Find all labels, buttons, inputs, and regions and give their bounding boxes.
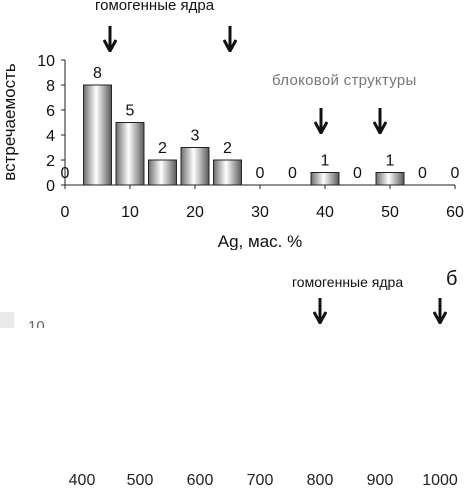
histogram-bar bbox=[310, 172, 340, 186]
arrow-down-icon bbox=[223, 26, 237, 52]
y-tick-label: 6 bbox=[46, 103, 55, 120]
x-tick-label: 40 bbox=[316, 204, 334, 221]
y-tick-label: 2 bbox=[46, 153, 55, 170]
x-tick-label: 60 bbox=[446, 204, 464, 221]
bar-value-label: 1 bbox=[386, 153, 395, 170]
x-tick-label: 30 bbox=[251, 204, 269, 221]
bar-value-label: 0 bbox=[451, 165, 460, 182]
y-tick-label: 0 bbox=[46, 178, 55, 195]
histogram-bar bbox=[375, 172, 405, 186]
panel-b-x-tick: 1000 bbox=[422, 472, 458, 489]
bar-value-label: 0 bbox=[353, 165, 362, 182]
panel-b-x-tick: 400 bbox=[68, 472, 96, 489]
panel-b-x-tick: 500 bbox=[126, 472, 154, 489]
bar-value-label: 0 bbox=[418, 165, 427, 182]
y-tick-label: 10 bbox=[37, 53, 55, 70]
arrow-down-icon bbox=[433, 298, 447, 324]
panel-b-x-tick: 900 bbox=[366, 472, 394, 489]
panel-b-y-tick-partial: 10 bbox=[28, 318, 45, 328]
bar-value-labels: 0 8 5 2 3 2 0 0 1 0 1 0 0 bbox=[61, 65, 460, 182]
panel-b-x-tick-labels: 400 500 600 700 800 900 1000 bbox=[0, 472, 465, 494]
y-tick-label: 4 bbox=[46, 128, 55, 145]
y-axis-label: встречаемость bbox=[0, 63, 19, 181]
x-tick-label: 20 bbox=[186, 204, 204, 221]
histogram-bar bbox=[180, 147, 210, 186]
x-tick-labels: 0 10 20 30 40 50 60 bbox=[61, 204, 464, 221]
histogram-bar bbox=[148, 159, 177, 186]
bar-value-label: 1 bbox=[321, 153, 330, 170]
bar-value-label: 0 bbox=[61, 165, 70, 182]
arrow-down-icon bbox=[373, 108, 387, 134]
histogram-bar bbox=[83, 84, 112, 186]
panel-b-x-tick: 700 bbox=[246, 472, 274, 489]
histogram-bar bbox=[213, 159, 242, 186]
bar-value-label: 3 bbox=[191, 128, 200, 145]
panel-b-marker bbox=[0, 312, 14, 328]
x-axis-label: Ag, мас. % bbox=[218, 232, 302, 250]
arrow-down-icon bbox=[313, 298, 327, 324]
bar-value-label: 8 bbox=[93, 65, 102, 82]
bar-value-label: 0 bbox=[256, 165, 265, 182]
x-tick-label: 0 bbox=[61, 204, 70, 221]
panel-b-x-tick: 800 bbox=[306, 472, 334, 489]
y-tick-labels: 0 2 4 6 8 10 bbox=[37, 53, 55, 195]
panel-b-annotation-homogeneous-cores: гомогенные ядра bbox=[292, 274, 404, 290]
arrow-down-icon bbox=[103, 26, 117, 52]
bar-value-label: 2 bbox=[158, 140, 167, 157]
arrow-down-icon bbox=[314, 108, 328, 134]
bar-value-label: 0 bbox=[288, 165, 297, 182]
y-tick-label: 8 bbox=[46, 78, 55, 95]
bar-value-label: 5 bbox=[126, 103, 135, 120]
panel-b-letter: б bbox=[446, 268, 458, 290]
x-tick-label: 50 bbox=[381, 204, 399, 221]
histogram-bar bbox=[115, 122, 145, 186]
x-tick-label: 10 bbox=[121, 204, 139, 221]
annotation-homogeneous-cores: гомогенные ядра bbox=[95, 0, 215, 14]
panel-b-blank-area bbox=[14, 322, 454, 472]
chart-bars bbox=[83, 84, 405, 186]
annotation-block-structure: блоковой структуры bbox=[272, 72, 417, 89]
panel-b-x-tick: 600 bbox=[186, 472, 214, 489]
bar-value-label: 2 bbox=[223, 140, 232, 157]
